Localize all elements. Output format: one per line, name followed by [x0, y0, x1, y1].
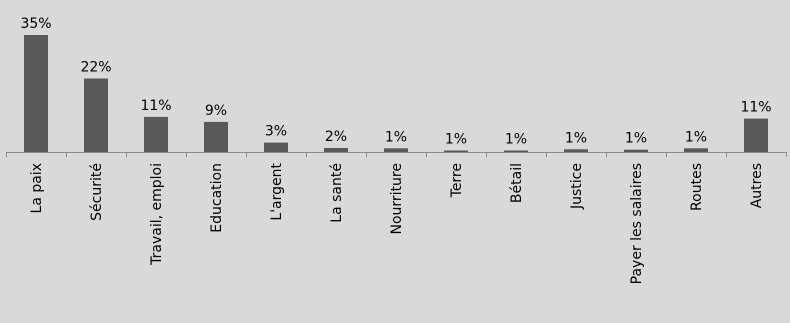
category-label-1: Sécurité [89, 163, 105, 221]
bar-6 [384, 148, 408, 152]
category-label-7: Terre [449, 163, 465, 198]
category-label-0: La paix [29, 163, 45, 213]
data-label-7: 1% [445, 132, 467, 148]
category-label-3: Education [209, 163, 225, 233]
data-label-3: 9% [205, 103, 227, 119]
category-label-5: La santé [329, 163, 345, 223]
data-label-9: 1% [565, 130, 587, 146]
data-labels-group: 35% 22% 11% 9% 3% 2% 1% 1% 1% 1% 1% 1% 11% [20, 16, 771, 148]
data-label-4: 3% [265, 124, 287, 140]
bar-9 [564, 149, 588, 152]
bar-10 [624, 149, 648, 152]
data-label-10: 1% [625, 131, 647, 147]
category-label-4: L'argent [269, 162, 285, 220]
data-label-5: 2% [325, 129, 347, 145]
category-label-11: Routes [689, 163, 705, 211]
data-label-12: 11% [740, 100, 771, 116]
category-label-12: Autres [749, 163, 765, 208]
data-label-8: 1% [505, 132, 527, 148]
category-label-2: Travail, emploi [149, 163, 165, 266]
bar-5 [324, 148, 348, 152]
bar-7 [444, 150, 468, 152]
category-label-10: Payer les salaires [629, 163, 645, 284]
category-label-8: Bétail [509, 163, 525, 203]
data-label-6: 1% [385, 129, 407, 145]
bar-4 [264, 142, 288, 152]
data-label-11: 1% [685, 129, 707, 145]
bar-2 [144, 116, 168, 152]
category-label-6: Nourriture [389, 163, 405, 235]
bar-1 [84, 78, 108, 152]
bar-8 [504, 150, 528, 152]
category-label-9: Justice [569, 163, 585, 210]
bar-0 [24, 35, 48, 152]
category-labels-group: La paix Sécurité Travail, emploi Education L… [29, 162, 765, 284]
data-label-2: 11% [140, 98, 171, 114]
bar-12 [744, 118, 768, 152]
x-axis [6, 152, 787, 157]
bar-3 [204, 121, 228, 152]
bar-11 [684, 148, 708, 152]
bars-group [24, 35, 768, 152]
data-label-0: 35% [20, 16, 51, 32]
data-label-1: 22% [80, 60, 111, 76]
